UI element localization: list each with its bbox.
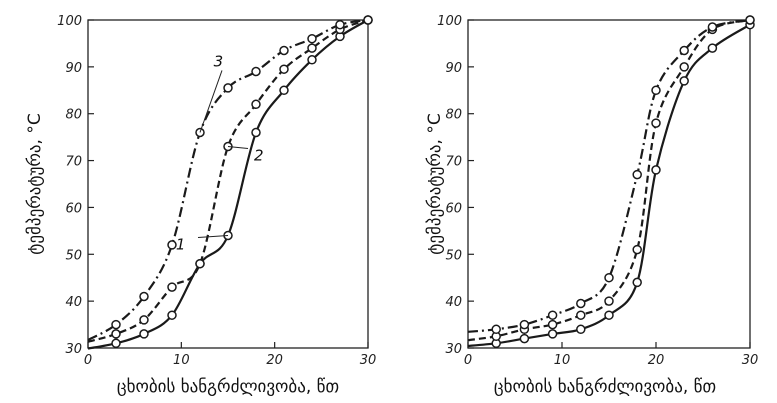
data-point (307, 55, 317, 65)
x-tick-label: 0 (464, 353, 472, 368)
y-tick-label: 100 (57, 14, 82, 29)
series-line-solid (87, 19, 369, 350)
y-tick-label: 40 (445, 295, 462, 310)
leader-line (197, 235, 229, 239)
plot-frame (467, 19, 751, 349)
data-point (167, 310, 177, 320)
data-point (651, 118, 661, 128)
data-point (604, 296, 614, 306)
data-point (111, 319, 121, 330)
data-point (279, 45, 289, 56)
y-tick-label: 30 (65, 342, 82, 357)
data-point (519, 319, 530, 330)
data-point (363, 15, 373, 25)
curve-label-2: 2 (254, 147, 264, 165)
y-axis-title: ტემპერატურა, °C (425, 113, 445, 254)
data-point (279, 64, 289, 74)
x-axis-title: ცხობის ხანგრძლივობა, წთ (494, 377, 716, 397)
curve-label-3: 3 (214, 52, 224, 70)
data-point (547, 319, 558, 330)
y-tick-label: 60 (445, 201, 462, 216)
data-point (519, 333, 530, 344)
data-point (167, 282, 177, 292)
data-point (195, 127, 205, 138)
data-point (195, 258, 205, 269)
x-tick-label: 10 (173, 353, 190, 368)
y-tick-label: 70 (445, 155, 462, 170)
data-point (576, 298, 586, 309)
data-point (139, 329, 149, 339)
data-point (139, 315, 149, 325)
data-point (707, 43, 718, 53)
data-point (576, 310, 586, 320)
y-tick-label: 40 (65, 295, 82, 310)
x-tick-label: 20 (266, 353, 283, 368)
series-line-dashdot (467, 18, 751, 333)
y-tick-label: 50 (445, 248, 462, 263)
y-tick-label: 70 (65, 155, 82, 170)
data-point (307, 43, 317, 53)
y-tick-label: 90 (65, 61, 82, 76)
series-line-dashdot (87, 18, 369, 341)
y-axis-title: ტემპერატურა, °C (25, 113, 45, 254)
y-tick-label: 50 (65, 248, 82, 263)
leader-line (199, 70, 223, 133)
data-point (251, 99, 261, 110)
curve-label-1: 1 (176, 236, 186, 254)
data-point (547, 310, 558, 320)
data-point (491, 324, 501, 335)
data-point (679, 76, 689, 86)
data-point (707, 22, 718, 32)
x-tick-label: 0 (84, 353, 92, 368)
data-point (251, 66, 261, 77)
data-point (335, 19, 345, 30)
y-tick-label: 80 (65, 108, 82, 123)
data-point (651, 165, 661, 175)
data-point (547, 329, 558, 339)
chart-panel-right: 30 40 50 60 70 80 90 100 0 10 20 30 ტემპერატურა, °C… (425, 14, 758, 397)
series-line-solid (467, 23, 751, 347)
chart-panel-left: 30 40 50 60 70 80 90 100 0 10 20 30 1 2 3 ტემპერატურა,… (25, 14, 376, 397)
data-point (139, 291, 149, 302)
data-point (632, 169, 642, 180)
x-axis-title: ცხობის ხანგრძლივობა, წთ (117, 377, 339, 397)
data-point (111, 329, 121, 339)
y-tick-label: 100 (437, 14, 462, 29)
plot-frame (87, 19, 369, 349)
data-point (251, 127, 261, 138)
data-point (651, 85, 661, 96)
x-tick-label: 20 (648, 353, 665, 368)
y-tick-label: 90 (445, 61, 462, 76)
x-tick-label: 30 (742, 353, 759, 368)
data-point (679, 45, 689, 56)
data-point (745, 15, 755, 25)
y-tick-label: 80 (445, 108, 462, 123)
data-point (576, 324, 586, 335)
y-tick-label: 30 (445, 342, 462, 357)
data-point (307, 33, 317, 44)
data-point (604, 310, 614, 320)
data-point (632, 277, 642, 288)
data-point (167, 240, 177, 250)
data-point (223, 83, 233, 93)
data-point (111, 338, 121, 349)
leader-line (227, 146, 249, 150)
data-point (279, 85, 289, 96)
y-tick-label: 60 (65, 201, 82, 216)
data-point (632, 244, 642, 255)
x-tick-label: 10 (554, 353, 571, 368)
series-line-dashed (87, 18, 369, 343)
x-tick-label: 30 (360, 353, 377, 368)
series-line-dashed (467, 18, 751, 342)
data-point (604, 272, 614, 283)
data-point (679, 62, 689, 72)
